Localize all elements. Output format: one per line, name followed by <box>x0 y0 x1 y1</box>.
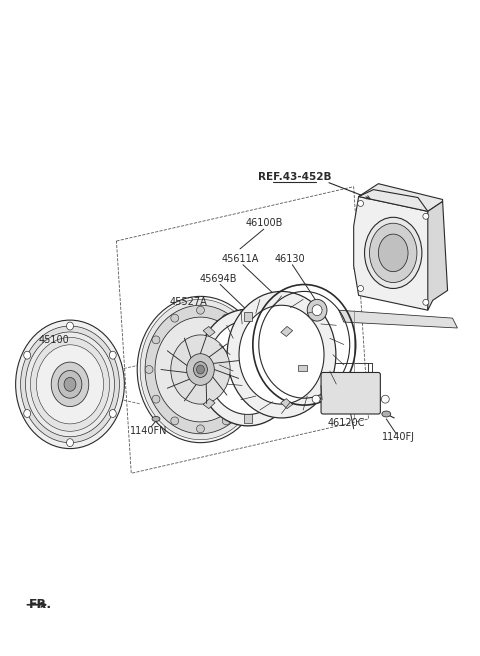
Ellipse shape <box>312 305 322 316</box>
Ellipse shape <box>197 309 298 426</box>
Ellipse shape <box>30 337 109 431</box>
Ellipse shape <box>358 285 363 291</box>
Ellipse shape <box>109 351 116 359</box>
Ellipse shape <box>152 336 160 344</box>
Text: 45527A: 45527A <box>170 297 207 307</box>
Text: 45611A: 45611A <box>221 254 259 264</box>
Ellipse shape <box>222 314 230 322</box>
Ellipse shape <box>67 322 73 330</box>
Ellipse shape <box>222 417 230 425</box>
Text: 45694B: 45694B <box>200 274 237 283</box>
Ellipse shape <box>145 305 256 434</box>
Ellipse shape <box>64 377 76 391</box>
Text: 1140FN: 1140FN <box>130 426 168 436</box>
Ellipse shape <box>109 409 116 417</box>
Ellipse shape <box>25 332 114 437</box>
Ellipse shape <box>137 297 264 443</box>
Ellipse shape <box>423 299 429 305</box>
Ellipse shape <box>67 439 73 447</box>
Ellipse shape <box>152 417 160 421</box>
Ellipse shape <box>370 223 417 283</box>
Ellipse shape <box>171 335 230 404</box>
Polygon shape <box>281 327 293 337</box>
Polygon shape <box>339 310 457 328</box>
Text: 45100: 45100 <box>39 335 70 345</box>
Ellipse shape <box>155 317 246 422</box>
Polygon shape <box>281 399 293 409</box>
Ellipse shape <box>196 365 204 374</box>
Text: FR.: FR. <box>29 598 52 611</box>
Polygon shape <box>298 365 307 371</box>
Polygon shape <box>203 399 215 409</box>
Polygon shape <box>203 327 215 337</box>
Ellipse shape <box>358 201 363 207</box>
Ellipse shape <box>207 321 288 415</box>
Ellipse shape <box>58 371 82 398</box>
Polygon shape <box>244 312 252 321</box>
Ellipse shape <box>241 336 249 344</box>
Ellipse shape <box>152 395 160 403</box>
Ellipse shape <box>196 425 204 433</box>
Ellipse shape <box>241 395 249 403</box>
FancyBboxPatch shape <box>321 373 380 414</box>
Ellipse shape <box>307 299 327 321</box>
Ellipse shape <box>378 234 408 272</box>
Ellipse shape <box>21 326 120 443</box>
Ellipse shape <box>312 395 320 403</box>
Ellipse shape <box>423 213 429 219</box>
Ellipse shape <box>145 365 153 373</box>
Text: 46120C: 46120C <box>328 418 365 428</box>
Ellipse shape <box>193 361 207 377</box>
Ellipse shape <box>36 345 104 424</box>
Polygon shape <box>189 365 197 371</box>
Ellipse shape <box>171 417 179 425</box>
Ellipse shape <box>51 362 89 407</box>
Ellipse shape <box>381 395 389 403</box>
Ellipse shape <box>140 299 261 440</box>
Ellipse shape <box>171 314 179 322</box>
Ellipse shape <box>364 217 422 289</box>
Ellipse shape <box>239 305 324 404</box>
Text: REF.43-452B: REF.43-452B <box>258 172 331 182</box>
Polygon shape <box>354 197 433 310</box>
Ellipse shape <box>196 306 204 314</box>
Ellipse shape <box>227 291 336 418</box>
Text: 46100B: 46100B <box>246 218 283 228</box>
Text: 1140FJ: 1140FJ <box>382 432 415 441</box>
Ellipse shape <box>187 354 214 385</box>
Ellipse shape <box>16 320 124 449</box>
Polygon shape <box>359 184 443 211</box>
Polygon shape <box>428 201 447 310</box>
Ellipse shape <box>24 409 31 417</box>
Ellipse shape <box>24 351 31 359</box>
Text: 46130: 46130 <box>274 254 305 264</box>
Polygon shape <box>244 415 252 422</box>
Ellipse shape <box>248 365 256 373</box>
Ellipse shape <box>382 411 391 417</box>
